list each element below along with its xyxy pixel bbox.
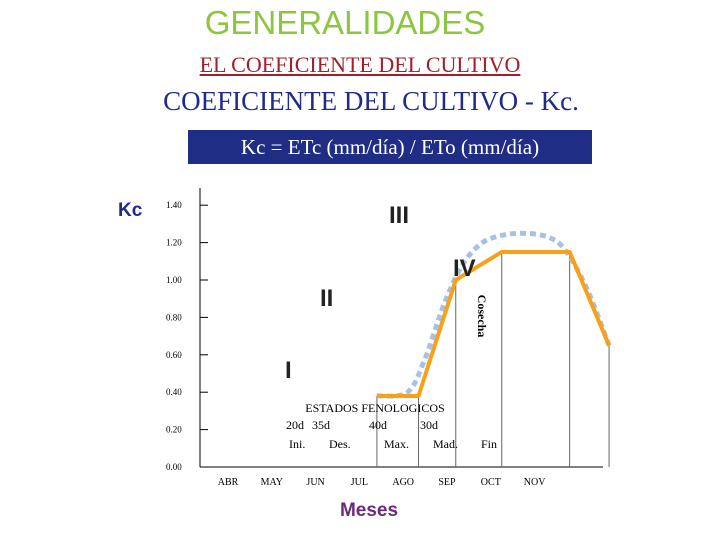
section-heading: COEFICIENTE DEL CULTIVO - Kc. — [163, 86, 579, 116]
y-tick-label: 1.00 — [166, 275, 182, 285]
stage-name: Des. — [329, 437, 351, 451]
x-tick-label: SEP — [438, 477, 456, 488]
stages-title: ESTADOS FENOLOGICOS — [305, 401, 444, 415]
y-tick-label: 0.20 — [166, 425, 182, 435]
y-tick-label: 0.40 — [166, 387, 182, 397]
y-tick-label: 1.20 — [166, 238, 182, 248]
y-tick-label: 1.40 — [166, 200, 182, 210]
x-tick-label: ABR — [218, 477, 239, 488]
x-tick-label: JUN — [306, 477, 324, 488]
x-tick-label: AGO — [392, 477, 414, 488]
stage-duration: 35d — [312, 418, 330, 432]
stage-duration: 30d — [420, 418, 438, 432]
y-tick-label: 0.60 — [166, 350, 182, 360]
x-tick-label: NOV — [524, 477, 546, 488]
x-axis-label: Meses — [340, 500, 398, 521]
stage-name: Ini. — [289, 437, 305, 451]
stage-duration: 20d — [286, 418, 304, 432]
harvest-label: Cosecha — [475, 295, 489, 338]
stage-end-label: Fin — [481, 437, 497, 451]
x-tick-label: JUL — [351, 477, 368, 488]
page-title: GENERALIDADES — [204, 4, 486, 41]
kc-series-line — [376, 249, 611, 398]
page-subtitle: EL COEFICIENTE DEL CULTIVO — [199, 52, 521, 77]
stage-roman-numeral: II — [320, 285, 333, 312]
y-tick-label: 0.80 — [166, 312, 182, 322]
stage-name: Mad. — [433, 437, 458, 451]
stage-roman-numeral: IV — [453, 255, 476, 282]
stage-duration: 40d — [369, 418, 387, 432]
stage-name: Max. — [384, 437, 409, 451]
stage-roman-numeral: III — [389, 202, 409, 229]
y-axis-label: Kc — [118, 200, 143, 221]
formula-box: Kc = ETc (mm/día) / ETo (mm/día) — [188, 130, 592, 164]
stage-roman-numeral: I — [285, 357, 292, 384]
x-tick-label: MAY — [261, 477, 283, 488]
x-tick-label: OCT — [481, 477, 501, 488]
y-tick-label: 0.00 — [166, 462, 182, 472]
